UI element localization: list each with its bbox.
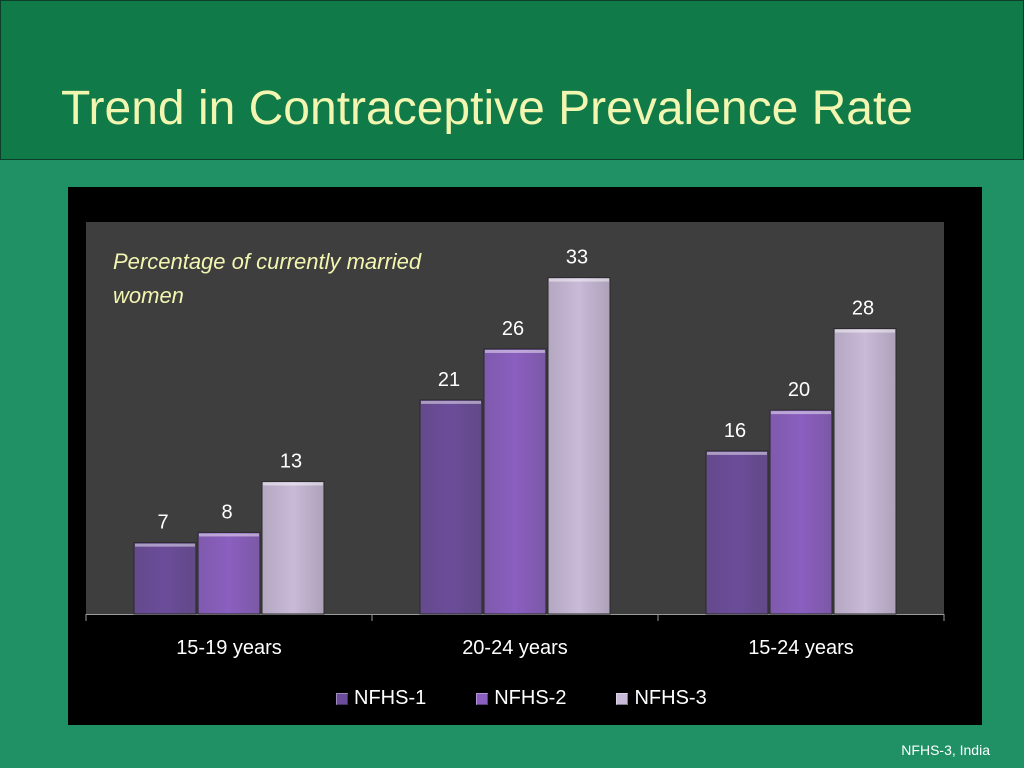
data-label: 28 bbox=[852, 298, 874, 320]
x-tick-label: 15-19 years bbox=[176, 637, 282, 659]
data-label: 33 bbox=[566, 247, 588, 269]
data-label: 26 bbox=[502, 318, 524, 340]
bar-nfhs-2-0 bbox=[197, 531, 261, 615]
bar-highlight bbox=[263, 482, 323, 486]
x-tick-label: 15-24 years bbox=[748, 637, 854, 659]
bar-nfhs-3-2 bbox=[833, 328, 897, 615]
bar-highlight bbox=[771, 411, 831, 415]
legend-item: NFHS-3 bbox=[616, 687, 707, 710]
legend-item: NFHS-1 bbox=[336, 687, 426, 710]
data-label: 21 bbox=[438, 369, 460, 391]
chart-legend: NFHS-1 NFHS-2 NFHS-3 bbox=[336, 687, 757, 710]
legend-label: NFHS-1 bbox=[354, 687, 427, 709]
bar-highlight bbox=[549, 278, 609, 282]
chart-subtitle: Percentage of currently married women bbox=[113, 249, 422, 308]
chart-panel: 7 8 13 15-19 years 21 26 33 20-24 years 16 20 28 15… bbox=[68, 187, 982, 725]
bar-nfhs-1-2 bbox=[705, 450, 769, 615]
bar-highlight bbox=[135, 543, 195, 547]
bar-nfhs-3-1 bbox=[547, 277, 611, 615]
bar-highlight bbox=[421, 400, 481, 404]
legend-item: NFHS-2 bbox=[476, 687, 566, 710]
data-label: 7 bbox=[157, 512, 168, 534]
bar-highlight bbox=[485, 349, 545, 353]
bar-highlight bbox=[707, 451, 767, 455]
legend-swatch bbox=[616, 692, 629, 705]
legend-swatch bbox=[476, 692, 489, 705]
slide-title: Trend in Contraceptive Prevalence Rate bbox=[61, 82, 913, 135]
bar-highlight bbox=[835, 329, 895, 333]
bar-nfhs-3-0 bbox=[261, 480, 325, 615]
data-label: 20 bbox=[788, 379, 810, 401]
x-tick-label: 20-24 years bbox=[462, 637, 568, 659]
legend-swatch bbox=[336, 692, 348, 705]
data-label: 8 bbox=[221, 501, 232, 523]
legend-label: NFHS-2 bbox=[494, 687, 567, 709]
bar-nfhs-1-0 bbox=[133, 542, 197, 615]
legend-label: NFHS-3 bbox=[634, 687, 707, 709]
source-footer: NFHS-3, India bbox=[901, 742, 990, 758]
data-label: 16 bbox=[724, 420, 746, 442]
bar-highlight bbox=[199, 533, 259, 537]
data-label: 13 bbox=[280, 450, 302, 472]
title-bar: Trend in Contraceptive Prevalence Rate bbox=[0, 0, 1024, 160]
bar-nfhs-1-1 bbox=[419, 399, 483, 615]
bar-nfhs-2-2 bbox=[769, 409, 833, 615]
bar-chart: 7 8 13 15-19 years 21 26 33 20-24 years 16 20 28 15… bbox=[85, 247, 945, 659]
bar-nfhs-2-1 bbox=[483, 348, 547, 615]
